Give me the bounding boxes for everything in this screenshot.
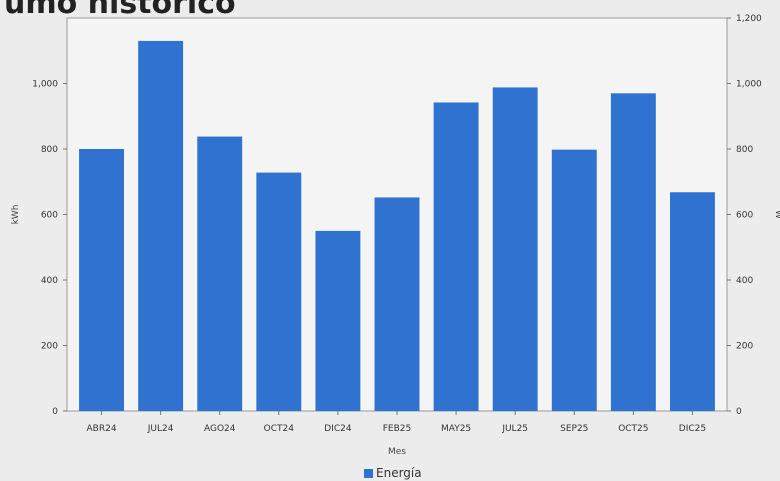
y2-axis-label: W xyxy=(773,210,780,219)
chart-title: umo histórico xyxy=(4,0,236,21)
y-tick-label: 400 xyxy=(41,276,58,286)
bar xyxy=(374,197,420,411)
x-tick-label: MAY25 xyxy=(441,424,471,434)
x-tick-label: JUL25 xyxy=(501,424,528,434)
y2-tick-label: 600 xyxy=(736,211,753,221)
x-tick-label: OCT25 xyxy=(618,424,648,434)
x-tick-label: OCT24 xyxy=(264,424,295,434)
bar xyxy=(197,136,243,411)
y2-tick-label: 1,000 xyxy=(736,80,762,90)
bar xyxy=(610,93,656,411)
x-tick-label: FEB25 xyxy=(383,424,412,434)
x-tick-label: DIC24 xyxy=(324,424,352,434)
y-tick-label: 1,000 xyxy=(32,80,58,90)
legend-label: Energía xyxy=(376,466,422,480)
y-axis-label: kWh xyxy=(11,205,21,225)
bar xyxy=(315,230,361,411)
bar xyxy=(256,172,302,411)
x-tick-label: SEP25 xyxy=(560,424,588,434)
y-tick-label: 0 xyxy=(52,407,58,417)
bar xyxy=(79,149,124,411)
y2-tick-label: 0 xyxy=(736,407,742,417)
x-tick-label: AGO24 xyxy=(204,424,236,434)
y2-tick-label: 400 xyxy=(736,276,753,286)
x-tick-label: JUL24 xyxy=(147,424,174,434)
y-tick-label: 200 xyxy=(41,342,58,352)
y2-tick-label: 200 xyxy=(736,342,753,352)
y2-tick-label: 1,200 xyxy=(736,14,762,24)
bar xyxy=(492,87,538,412)
bar xyxy=(551,149,597,411)
bar xyxy=(138,40,184,412)
legend-swatch xyxy=(364,468,373,478)
y2-tick-label: 800 xyxy=(736,145,753,155)
legend: Energía xyxy=(364,466,422,480)
bar xyxy=(433,102,479,412)
y-tick-label: 800 xyxy=(41,145,58,155)
y-tick-label: 600 xyxy=(41,211,58,221)
bar xyxy=(670,192,715,411)
x-axis-label: Mes xyxy=(388,447,406,457)
x-tick-label: DIC25 xyxy=(679,424,706,434)
x-tick-label: ABR24 xyxy=(87,424,117,434)
